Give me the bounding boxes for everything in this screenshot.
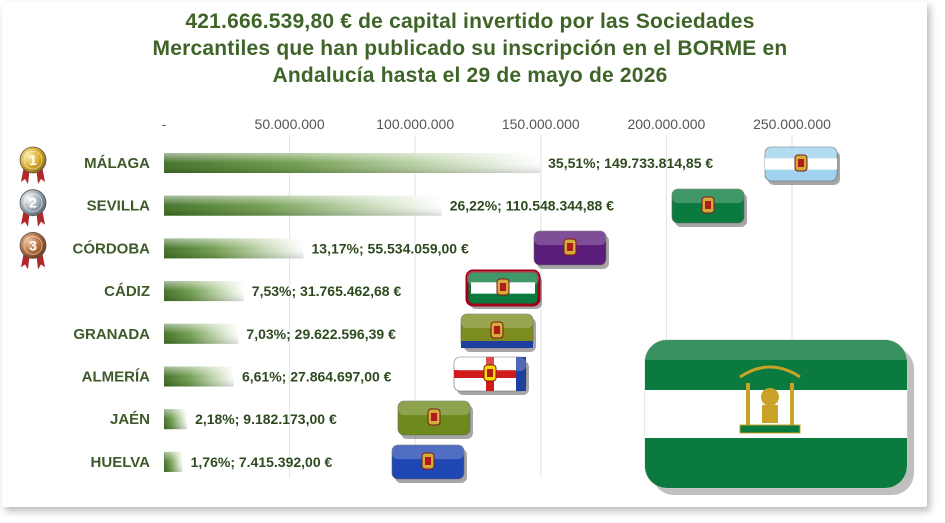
bar-gloss	[164, 409, 188, 430]
data-label: 26,22%; 110.548.344,88 €	[450, 198, 614, 214]
jaen-flag-icon	[397, 400, 473, 439]
category-label: SEVILLA	[87, 198, 151, 215]
gold-medal-icon: 1	[19, 146, 47, 184]
almeria-flag-icon	[453, 356, 529, 395]
category-label: HUELVA	[91, 454, 151, 471]
malaga-flag-icon	[764, 146, 840, 185]
bar-gloss	[164, 153, 541, 173]
bar-gloss	[164, 238, 304, 259]
category-label: ALMERÍA	[82, 369, 150, 386]
x-tick-label: 250.000.000	[753, 116, 831, 132]
x-tick-label: 50.000.000	[255, 116, 325, 132]
x-axis-ticks: - 50.000.000 100.000.000 150.000.000 200.000…	[162, 116, 831, 132]
bars	[164, 153, 541, 472]
x-tick-label: -	[162, 116, 167, 132]
medal-rank: 1	[29, 152, 37, 168]
granada-flag-icon	[460, 313, 536, 352]
data-label: 13,17%; 55.534.059,00 €	[312, 240, 469, 256]
category-label: MÁLAGA	[84, 155, 150, 172]
chart-title-line-3: Andalucía hasta el 29 de mayo de 2026	[272, 64, 668, 87]
data-label: 7,53%; 31.765.462,68 €	[252, 283, 402, 299]
medals: 1 2 3	[19, 146, 47, 270]
category-label: CÁDIZ	[104, 283, 150, 300]
x-tick-label: 100.000.000	[376, 116, 454, 132]
cadiz-flag-icon	[465, 269, 542, 309]
data-label: 1,76%; 7.415.392,00 €	[191, 454, 333, 470]
cordoba-flag-icon	[533, 230, 609, 269]
bar-gloss	[164, 281, 244, 302]
bar-gloss	[164, 366, 234, 387]
sevilla-flag-icon	[671, 188, 747, 227]
category-labels: MÁLAGA SEVILLA CÓRDOBA CÁDIZ GRANADA ALMERÍA J…	[73, 155, 151, 471]
data-label: 7,03%; 29.622.596,39 €	[246, 326, 396, 342]
data-labels: 35,51%; 149.733.814,85 € 26,22%; 110.548.…	[191, 155, 714, 470]
bronze-medal-icon: 3	[19, 231, 47, 270]
province-flags	[391, 146, 840, 483]
category-label: GRANADA	[73, 326, 150, 343]
chart-title-line-2: Mercantiles que han publicado su inscrip…	[152, 37, 788, 60]
medal-rank: 3	[29, 237, 37, 253]
chart-title-line-1: 421.666.539,80 € de capital invertido po…	[185, 10, 755, 33]
bar-gloss	[164, 323, 239, 344]
x-tick-label: 200.000.000	[627, 116, 705, 132]
data-label: 35,51%; 149.733.814,85 €	[548, 155, 713, 171]
category-label: CÓRDOBA	[73, 239, 151, 257]
huelva-flag-icon	[391, 444, 467, 483]
data-label: 6,61%; 27.864.697,00 €	[242, 369, 392, 385]
data-label: 2,18%; 9.182.173,00 €	[195, 411, 337, 427]
chart-title: 421.666.539,80 € de capital invertido po…	[60, 8, 880, 89]
x-tick-label: 150.000.000	[502, 116, 580, 132]
bar-gloss	[164, 451, 183, 472]
category-label: JAÉN	[110, 411, 150, 428]
silver-medal-icon: 2	[19, 189, 47, 227]
medal-rank: 2	[29, 195, 37, 211]
andalucia-flag-icon	[644, 339, 914, 495]
bar-gloss	[164, 195, 442, 216]
